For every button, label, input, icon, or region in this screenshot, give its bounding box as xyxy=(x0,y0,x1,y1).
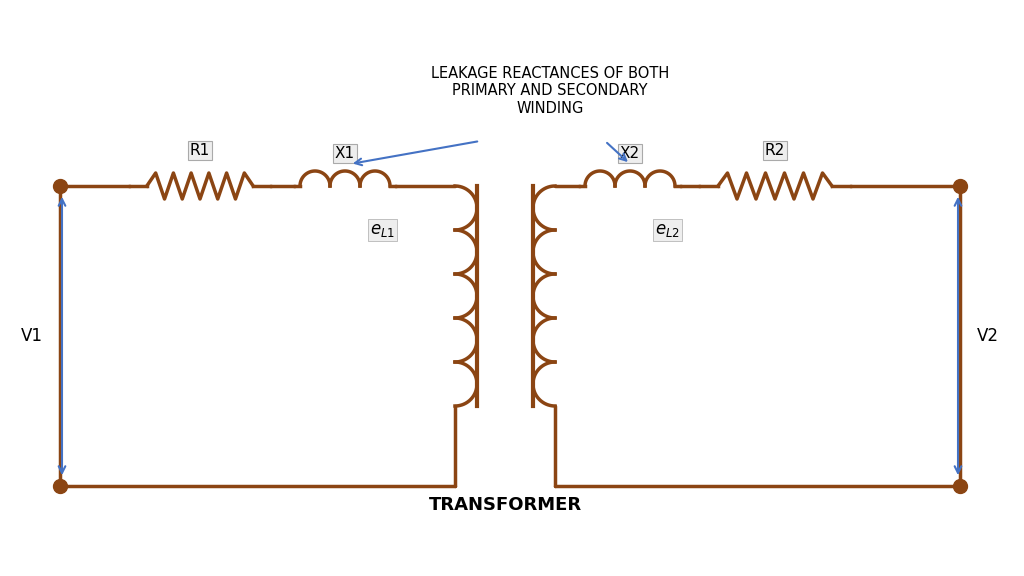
Text: $e_{L1}$: $e_{L1}$ xyxy=(370,221,395,239)
Text: V2: V2 xyxy=(977,327,999,345)
Point xyxy=(952,181,969,191)
Text: X1: X1 xyxy=(335,146,355,161)
Text: $e_{L2}$: $e_{L2}$ xyxy=(655,221,680,239)
Text: LEAKAGE REACTANCES OF BOTH
PRIMARY AND SECONDARY
WINDING: LEAKAGE REACTANCES OF BOTH PRIMARY AND S… xyxy=(431,66,669,116)
Text: X2: X2 xyxy=(620,146,640,161)
Point xyxy=(52,482,69,491)
Point xyxy=(52,181,69,191)
Text: R1: R1 xyxy=(189,143,210,158)
Text: R2: R2 xyxy=(765,143,785,158)
Text: V1: V1 xyxy=(22,327,43,345)
Point xyxy=(952,482,969,491)
Text: TRANSFORMER: TRANSFORMER xyxy=(428,496,582,514)
